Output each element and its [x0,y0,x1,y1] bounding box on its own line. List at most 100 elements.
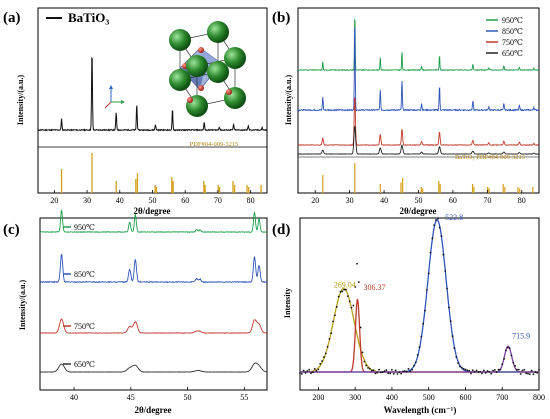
x-tick-label: 30 [83,196,91,205]
measured-point [304,371,307,374]
x-tick-label: 20 [311,196,319,205]
measured-point [471,369,474,372]
panel-c-frame [39,217,268,391]
measured-point [383,370,386,373]
measured-point [326,345,329,348]
measured-point [365,364,368,367]
xrd-trace-2 [39,318,268,334]
measured-point [385,369,388,372]
measured-point [407,368,410,370]
measured-point [514,364,516,367]
measured-point [323,356,325,358]
measured-point [302,369,305,372]
axis-triad-icon [104,85,125,109]
measured-point [497,368,500,371]
measured-point [357,281,360,283]
x-tick-label: 500 [423,393,435,402]
panel-b-tag: (b) [272,10,290,26]
measured-point [538,368,540,371]
measured-point [451,335,454,337]
measured-point [528,373,531,376]
xrd-trace-1 [39,253,268,284]
x-tick-label: 60 [449,196,457,205]
legend-label: 750℃ [502,38,523,47]
panel-b: (b) BaTiO₃ PDF#04-009-3215 950℃ 850℃ 750℃ 6… [272,7,540,216]
panel-b-reference-label: BaTiO₃ PDF#04-009-3215 [455,154,525,161]
panel-d-frame [299,217,540,391]
measured-point [435,219,437,221]
measured-point [462,367,465,370]
x-tick-label: 40 [70,393,78,402]
measured-point [414,361,417,364]
peak-label: 306.37 [363,283,385,292]
measured-point [400,372,403,375]
x-tick-label: 80 [518,196,526,205]
measured-point [396,372,399,375]
measured-point [379,371,382,374]
measured-point [424,309,426,312]
panel-a-x-ticks: 20 30 40 50 60 70 80 [50,190,255,205]
measured-point [411,368,414,371]
panel-c-x-ticks: 40 45 50 55 [70,387,248,402]
x-tick-label: 800 [533,393,545,402]
panel-a-legend-label: BaTiO₃ [68,10,109,25]
measured-point [409,370,412,373]
x-tick-label: 45 [127,393,135,402]
measured-point [532,373,535,375]
panel-c-y-label: Intensity/(a.u.) [18,280,27,331]
panel-a-tag: (a) [3,10,21,26]
panel-d-y-label: Intensity [283,288,292,318]
measured-point [459,365,461,368]
crystal-structure-icon [169,21,246,117]
x-tick-label: 80 [247,196,255,205]
measured-point [359,326,362,329]
x-tick-label: 55 [240,393,248,402]
xrd-trace-0 [39,209,268,234]
measured-point [422,322,425,325]
measured-point [346,295,349,298]
measured-point [356,262,358,265]
measured-point [536,371,539,374]
panel-c-tag: (c) [3,222,20,238]
measured-point [368,367,371,370]
panel-d-tag: (d) [272,222,290,238]
xrd-trace-2 [297,97,540,147]
panel-a-y-label: Intensity/(a.u.) [16,75,25,126]
measured-point [440,235,443,238]
measured-point [361,351,364,354]
measured-point [506,346,509,349]
fit-component-2 [300,219,539,373]
measured-point [317,368,320,371]
x-tick-label: 50 [184,393,192,402]
measured-point [337,295,340,298]
measured-point [457,362,460,364]
measured-point [468,369,471,372]
measured-point [345,288,347,291]
fit-component-3 [300,345,539,373]
measured-point [464,368,467,371]
measured-point [374,372,377,375]
panel-c-patterns [39,209,268,373]
panel-a-reference-sticks [60,153,262,193]
series-label: 850℃ [74,270,95,279]
measured-point [493,369,496,371]
panel-b-y-label: Intensity/(a.u.) [284,75,293,126]
measured-point [444,270,447,272]
measured-point [392,372,395,375]
measured-point [486,370,489,372]
panel-a: (a) BaTiO₃ PDF#04-009-3215 20 30 40 50 60 70 8… [3,7,268,216]
measured-point [352,304,355,307]
peak-label: 715.9 [512,332,530,341]
measured-point [460,366,463,369]
measured-point [501,363,504,366]
x-tick-label: 200 [312,393,324,402]
measured-point [387,372,390,375]
measured-point [484,371,487,374]
measured-point [300,373,303,375]
measured-point [519,373,522,375]
measured-point [466,369,469,372]
measured-point [394,369,397,372]
x-tick-label: 40 [116,196,124,205]
